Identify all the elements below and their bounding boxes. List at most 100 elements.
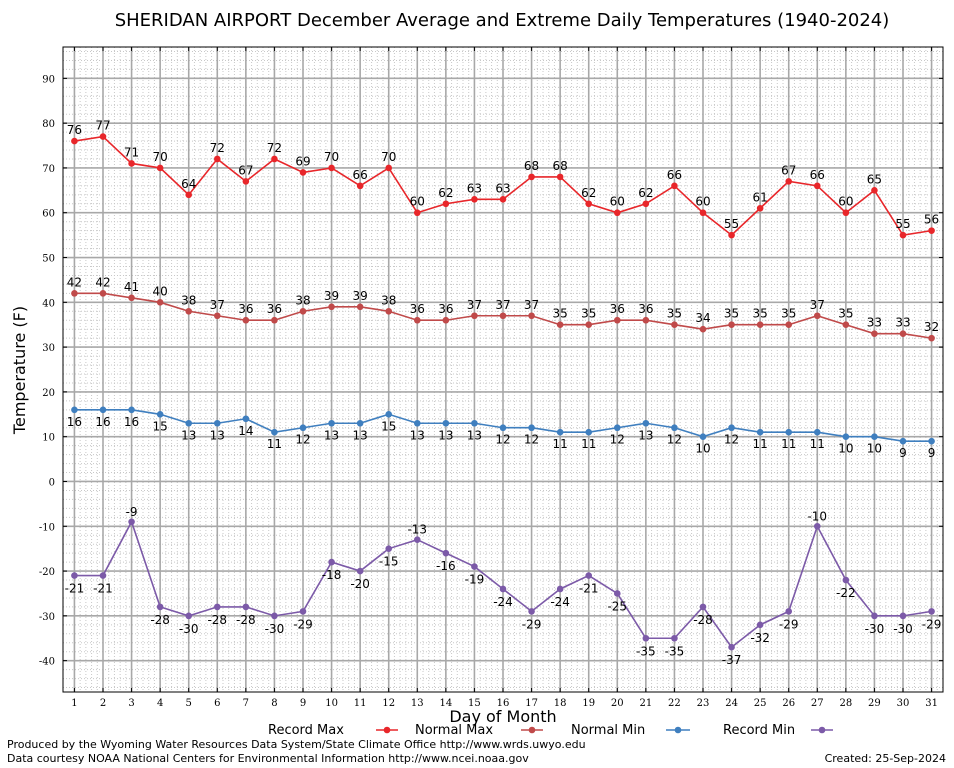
legend-label-normal-max: Normal Max (415, 723, 493, 738)
data-point-normal-max (499, 312, 507, 320)
data-point-record-min (671, 634, 678, 642)
data-label-record-min: -19 (465, 573, 485, 587)
data-point-normal-max (842, 321, 850, 329)
data-point-normal-max (813, 312, 821, 320)
data-point-normal-min (385, 410, 393, 418)
data-label-normal-min: 11 (781, 437, 796, 451)
data-label-record-min: -29 (522, 617, 542, 631)
data-label-record-min: -21 (93, 582, 113, 596)
x-tick-label: 25 (754, 698, 767, 709)
data-label-normal-min: 15 (381, 419, 396, 433)
data-label-record-max: 60 (610, 195, 625, 209)
data-point-normal-min (528, 424, 535, 432)
data-point-normal-max (671, 321, 678, 329)
data-point-normal-min (899, 437, 907, 445)
y-tick-label: 40 (42, 298, 55, 309)
data-label-record-max: 70 (381, 150, 396, 164)
data-label-record-min: -10 (807, 509, 827, 523)
x-tick-label: 24 (725, 698, 738, 709)
data-label-normal-max: 42 (67, 275, 82, 289)
y-tick-label: 80 (42, 119, 55, 130)
data-point-normal-max (213, 312, 221, 320)
data-label-normal-max: 32 (924, 320, 939, 334)
data-point-normal-min (671, 424, 678, 432)
data-point-normal-max (899, 330, 907, 337)
x-tick-label: 17 (525, 698, 538, 709)
x-tick-label: 7 (243, 698, 249, 709)
y-tick-label: 70 (42, 164, 55, 175)
data-label-record-min: -24 (493, 595, 513, 609)
y-tick-label: 90 (42, 74, 55, 85)
data-point-normal-max (728, 321, 735, 329)
data-point-normal-min (728, 424, 735, 432)
data-label-record-max: 55 (724, 217, 739, 231)
data-label-record-min: -28 (236, 613, 256, 627)
data-point-record-min (528, 608, 535, 615)
data-label-normal-min: 13 (638, 428, 653, 442)
data-point-record-min (585, 572, 593, 579)
data-point-record-max (299, 169, 307, 176)
data-label-record-min: -16 (436, 559, 456, 573)
data-label-normal-max: 34 (695, 311, 710, 325)
y-axis-label: Temperature (F) (10, 306, 29, 435)
data-label-normal-max: 40 (153, 284, 168, 298)
data-label-normal-max: 36 (638, 302, 653, 316)
data-label-normal-max: 42 (95, 275, 110, 289)
data-point-record-max (71, 137, 78, 145)
x-tick-label: 1 (71, 698, 77, 709)
data-label-normal-max: 41 (124, 280, 139, 294)
footer-data-courtesy: Data courtesy NOAA National Centers for … (7, 752, 529, 765)
data-point-normal-max (299, 307, 307, 315)
data-label-record-min: -9 (126, 505, 138, 519)
data-label-normal-max: 35 (667, 307, 682, 321)
data-label-record-min: -18 (322, 568, 342, 582)
data-label-normal-min: 9 (928, 446, 936, 460)
y-tick-label: 60 (42, 209, 55, 220)
x-tick-label: 30 (897, 698, 910, 709)
data-point-normal-min (613, 424, 621, 432)
data-point-record-max (385, 164, 393, 172)
data-point-normal-min (442, 419, 450, 427)
data-label-normal-min: 13 (410, 428, 425, 442)
data-label-record-max: 72 (210, 141, 225, 155)
data-point-record-max (728, 231, 735, 239)
data-point-normal-min (499, 424, 507, 432)
legend-marker-record-max (383, 726, 391, 734)
data-point-normal-max (99, 290, 107, 297)
data-point-normal-max (871, 330, 878, 337)
data-point-normal-min (156, 410, 164, 418)
data-point-record-min (871, 612, 878, 620)
data-label-record-max: 62 (638, 186, 653, 200)
data-label-record-max: 63 (495, 181, 510, 195)
data-label-record-max: 63 (467, 181, 482, 195)
data-point-record-min (813, 522, 821, 530)
x-tick-label: 10 (325, 698, 338, 709)
x-tick-label: 2 (100, 698, 106, 709)
data-point-record-min (156, 603, 164, 611)
data-point-record-min (356, 567, 364, 575)
data-point-record-min (928, 608, 935, 615)
data-label-normal-min: 12 (524, 433, 539, 447)
x-tick-label: 3 (128, 698, 134, 709)
data-point-normal-min (356, 419, 364, 427)
data-point-record-min (213, 603, 221, 611)
data-point-normal-max (556, 321, 564, 329)
data-point-normal-max (156, 299, 164, 306)
x-axis-label: Day of Month (449, 707, 556, 726)
data-label-record-max: 62 (438, 186, 453, 200)
data-label-normal-min: 11 (810, 437, 825, 451)
data-label-normal-min: 13 (467, 428, 482, 442)
data-point-record-max (928, 227, 935, 234)
x-tick-label: 26 (782, 698, 795, 709)
x-tick-label: 28 (839, 698, 852, 709)
data-label-record-max: 60 (410, 195, 425, 209)
data-label-record-max: 76 (67, 123, 82, 137)
x-tick-label: 21 (639, 698, 652, 709)
data-point-record-max (556, 173, 564, 181)
x-tick-label: 9 (300, 698, 306, 709)
data-label-normal-max: 39 (353, 289, 368, 303)
data-point-record-min (728, 643, 735, 651)
legend: Record Max Normal Max Normal Min Record Min (268, 723, 833, 738)
data-label-normal-max: 33 (895, 316, 910, 330)
data-point-normal-min (585, 428, 593, 436)
